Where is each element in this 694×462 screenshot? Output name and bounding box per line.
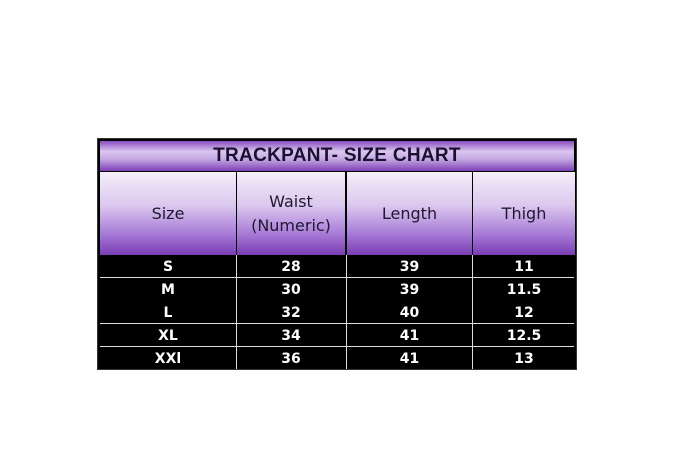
size-chart-table: TRACKPANT- SIZE CHART Size Waist (Numeric… xyxy=(97,138,577,370)
table-cell: 11 xyxy=(514,258,534,275)
table-cell: 41 xyxy=(399,327,420,344)
table-cell: L xyxy=(163,304,173,321)
table-cell: 12 xyxy=(514,304,534,321)
table-cell: 13 xyxy=(514,350,534,367)
column-header: Length xyxy=(347,172,472,255)
column-header: Size xyxy=(100,172,236,255)
row-divider xyxy=(100,346,574,347)
table-cell: XL xyxy=(158,327,178,344)
row-divider xyxy=(100,277,574,278)
table-cell: S xyxy=(162,258,174,275)
table-cell: 36 xyxy=(281,350,301,367)
column-divider xyxy=(346,255,347,369)
table-cell: 34 xyxy=(281,327,301,344)
table-cell: 12.5 xyxy=(506,327,542,344)
table-cell: 30 xyxy=(281,281,301,298)
table-cell: 39 xyxy=(399,258,420,275)
table-cell: 11.5 xyxy=(506,281,542,298)
table-cell: XXl xyxy=(154,350,182,367)
table-cell: 32 xyxy=(281,304,301,321)
table-cell: 39 xyxy=(399,281,420,298)
table-cell: 41 xyxy=(399,350,420,367)
table-cell: 40 xyxy=(399,304,420,321)
column-divider xyxy=(236,255,237,369)
column-divider xyxy=(472,255,473,369)
table-cell: M xyxy=(161,281,175,298)
column-header: Thigh xyxy=(473,172,575,255)
table-cell: 28 xyxy=(281,258,301,275)
column-header: Waist (Numeric) xyxy=(237,172,345,255)
row-divider xyxy=(100,323,574,324)
table-title: TRACKPANT- SIZE CHART xyxy=(100,141,574,171)
